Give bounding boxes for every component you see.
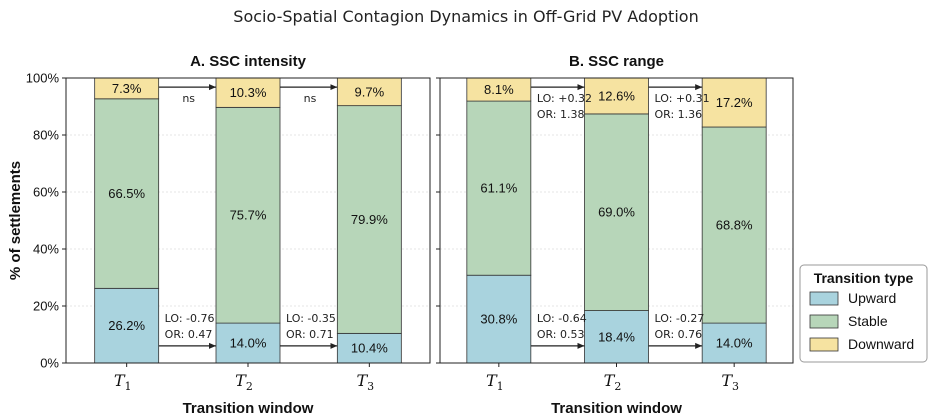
data-label: 12.6% [598,88,635,103]
panel-a: 0% 20% 40% 60% 80% 100% A. SSC intensity 26.2% 6… [7,53,431,417]
bar-stable-t1 [466,100,532,276]
effect-annotation: OR: 0.76 [655,328,703,341]
x-tick-label: T2 [604,371,622,393]
legend: Transition type Upward Stable Downward [799,264,928,363]
effect-annotation: LO: -0.35 [286,312,336,325]
effect-annotation: LO: -0.27 [655,312,705,325]
effect-annotation: OR: 0.71 [286,328,334,341]
legend-label-stable: Stable [848,313,888,329]
x-axis-label: Transition window [183,400,314,417]
effect-annotation: LO: +0.32 [537,92,592,105]
data-label: 66.5% [108,186,145,201]
y-tick-label: 0% [40,356,59,371]
effect-annotation: LO: +0.31 [655,92,710,105]
data-label: 14.0% [716,336,753,351]
panel-title: A. SSC intensity [190,53,307,70]
legend-label-downward: Downward [848,336,914,352]
data-label: 9.7% [355,84,385,99]
data-label: 30.8% [480,312,517,327]
legend-title: Transition type [814,270,914,286]
y-tick-label: 60% [33,185,59,200]
x-tick-label: T2 [235,371,253,393]
legend-swatch-stable [809,314,839,329]
data-label: 26.2% [108,318,145,333]
panel-b: B. SSC range 30.8% 61.1% 8.1% 18.4% 69.0% 12.6… [436,53,794,417]
effect-annotation: LO: -0.64 [537,312,587,325]
data-label: 61.1% [480,181,517,196]
data-label: 14.0% [230,336,267,351]
data-label: 10.4% [351,341,388,356]
bar-downward-t2 [215,77,281,108]
y-tick-label: 100% [26,71,60,86]
effect-annotation: OR: 0.53 [537,328,585,341]
legend-label-upward: Upward [848,290,896,306]
y-axis-label: % of settlements [7,161,24,280]
bar-downward-t3 [701,77,767,128]
data-label: 18.4% [598,329,635,344]
bar-upward-t3 [701,322,767,364]
legend-swatch-downward [809,337,839,352]
panel-title: B. SSC range [569,53,664,70]
data-label: 68.8% [716,218,753,233]
effect-annotation: LO: -0.76 [165,312,215,325]
bar-stable-t3 [336,105,402,334]
x-tick-label: T3 [356,371,374,393]
data-label: 10.3% [230,85,267,100]
significance-label: ns [182,92,195,105]
data-label: 79.9% [351,212,388,227]
legend-swatch-upward [809,291,839,306]
data-label: 8.1% [484,82,514,97]
bar-stable-t1 [94,98,160,289]
bar-stable-t2 [584,113,649,311]
effect-annotation: OR: 1.38 [537,108,585,121]
figure-title: Socio-Spatial Contagion Dynamics in Off-… [233,7,698,26]
y-tick-label: 80% [33,128,59,143]
effect-annotation: OR: 0.47 [165,328,213,341]
data-label: 69.0% [598,205,635,220]
y-tick-label: 40% [33,242,59,257]
y-tick-label: 20% [33,299,59,314]
effect-annotation: OR: 1.36 [655,108,703,121]
bar-stable-t3 [701,126,767,324]
bar-upward-t2 [215,322,281,364]
data-label: 7.3% [112,81,142,96]
bar-downward-t2 [584,77,649,115]
data-label: 75.7% [230,208,267,223]
bar-upward-t2 [584,310,649,364]
x-tick-label: T3 [721,371,739,393]
x-axis-label: Transition window [551,400,682,417]
x-tick-label: T1 [486,371,504,393]
data-label: 17.2% [716,95,753,110]
bar-downward-t3 [336,77,402,107]
bar-stable-t2 [215,106,281,324]
x-tick-label: T1 [114,371,132,393]
significance-label: ns [304,92,317,105]
